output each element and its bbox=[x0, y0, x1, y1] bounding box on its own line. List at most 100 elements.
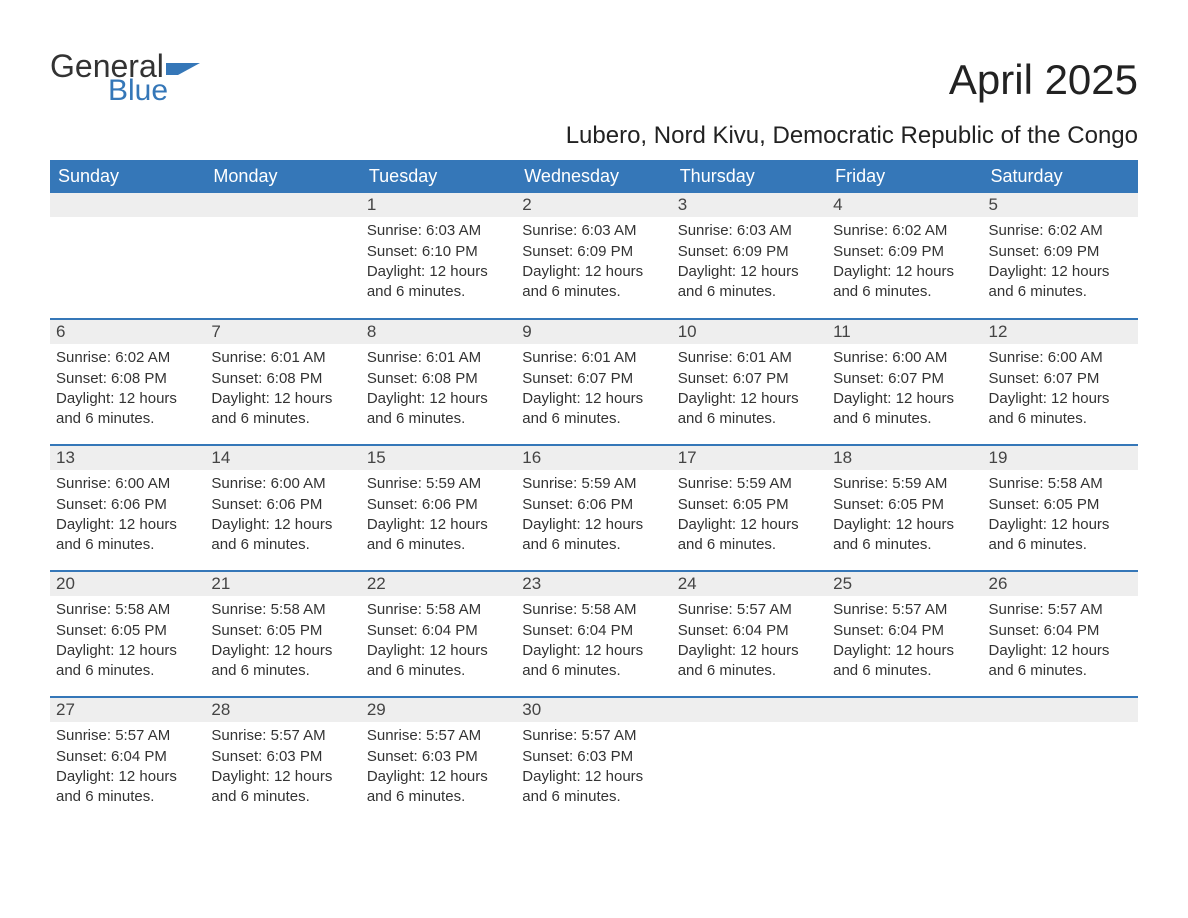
sunset-line: Sunset: 6:05 PM bbox=[678, 495, 821, 515]
sunset-line: Sunset: 6:05 PM bbox=[989, 495, 1132, 515]
calendar-day-cell bbox=[827, 697, 982, 823]
daylight-line: Daylight: 12 hours and 6 minutes. bbox=[211, 389, 354, 430]
sunrise-line: Sunrise: 6:02 AM bbox=[989, 221, 1132, 241]
day-number: 29 bbox=[361, 698, 516, 722]
sunset-line: Sunset: 6:05 PM bbox=[211, 621, 354, 641]
sunset-line: Sunset: 6:08 PM bbox=[211, 369, 354, 389]
sunset-line: Sunset: 6:07 PM bbox=[833, 369, 976, 389]
sunset-line: Sunset: 6:08 PM bbox=[367, 369, 510, 389]
sunset-line: Sunset: 6:04 PM bbox=[678, 621, 821, 641]
daylight-line: Daylight: 12 hours and 6 minutes. bbox=[678, 389, 821, 430]
day-details bbox=[672, 722, 827, 734]
sunrise-line: Sunrise: 6:03 AM bbox=[522, 221, 665, 241]
calendar-week-row: 6Sunrise: 6:02 AMSunset: 6:08 PMDaylight… bbox=[50, 319, 1138, 445]
sunrise-line: Sunrise: 5:57 AM bbox=[367, 726, 510, 746]
calendar-week-row: 20Sunrise: 5:58 AMSunset: 6:05 PMDayligh… bbox=[50, 571, 1138, 697]
daylight-line: Daylight: 12 hours and 6 minutes. bbox=[989, 262, 1132, 303]
day-details: Sunrise: 5:59 AMSunset: 6:05 PMDaylight:… bbox=[827, 470, 982, 563]
sunset-line: Sunset: 6:07 PM bbox=[678, 369, 821, 389]
day-number: 3 bbox=[672, 193, 827, 217]
day-details: Sunrise: 5:57 AMSunset: 6:03 PMDaylight:… bbox=[516, 722, 671, 815]
calendar-day-cell: 28Sunrise: 5:57 AMSunset: 6:03 PMDayligh… bbox=[205, 697, 360, 823]
calendar-day-cell: 12Sunrise: 6:00 AMSunset: 6:07 PMDayligh… bbox=[983, 319, 1138, 445]
day-number: 1 bbox=[361, 193, 516, 217]
day-details: Sunrise: 5:58 AMSunset: 6:04 PMDaylight:… bbox=[361, 596, 516, 689]
calendar-day-cell: 7Sunrise: 6:01 AMSunset: 6:08 PMDaylight… bbox=[205, 319, 360, 445]
day-number: 6 bbox=[50, 320, 205, 344]
day-number: 15 bbox=[361, 446, 516, 470]
weekday-header-row: Sunday Monday Tuesday Wednesday Thursday… bbox=[50, 160, 1138, 193]
sunrise-line: Sunrise: 5:57 AM bbox=[833, 600, 976, 620]
daylight-line: Daylight: 12 hours and 6 minutes. bbox=[522, 767, 665, 808]
day-details: Sunrise: 6:03 AMSunset: 6:10 PMDaylight:… bbox=[361, 217, 516, 310]
calendar-day-cell: 30Sunrise: 5:57 AMSunset: 6:03 PMDayligh… bbox=[516, 697, 671, 823]
day-details bbox=[827, 722, 982, 734]
sunset-line: Sunset: 6:09 PM bbox=[989, 242, 1132, 262]
daylight-line: Daylight: 12 hours and 6 minutes. bbox=[522, 262, 665, 303]
sunrise-line: Sunrise: 6:01 AM bbox=[678, 348, 821, 368]
sunset-line: Sunset: 6:04 PM bbox=[56, 747, 199, 767]
logo-text-blue: Blue bbox=[108, 76, 200, 106]
day-details: Sunrise: 6:01 AMSunset: 6:07 PMDaylight:… bbox=[672, 344, 827, 437]
day-details bbox=[983, 722, 1138, 734]
sunset-line: Sunset: 6:05 PM bbox=[833, 495, 976, 515]
sunrise-line: Sunrise: 5:57 AM bbox=[678, 600, 821, 620]
sunrise-line: Sunrise: 5:57 AM bbox=[522, 726, 665, 746]
calendar-day-cell: 2Sunrise: 6:03 AMSunset: 6:09 PMDaylight… bbox=[516, 193, 671, 319]
calendar-day-cell: 27Sunrise: 5:57 AMSunset: 6:04 PMDayligh… bbox=[50, 697, 205, 823]
sunset-line: Sunset: 6:09 PM bbox=[833, 242, 976, 262]
day-details: Sunrise: 5:59 AMSunset: 6:06 PMDaylight:… bbox=[361, 470, 516, 563]
day-number bbox=[672, 698, 827, 722]
sunrise-line: Sunrise: 6:03 AM bbox=[678, 221, 821, 241]
sunrise-line: Sunrise: 5:58 AM bbox=[522, 600, 665, 620]
day-details: Sunrise: 5:59 AMSunset: 6:05 PMDaylight:… bbox=[672, 470, 827, 563]
daylight-line: Daylight: 12 hours and 6 minutes. bbox=[833, 389, 976, 430]
day-details: Sunrise: 6:00 AMSunset: 6:07 PMDaylight:… bbox=[827, 344, 982, 437]
calendar-day-cell: 4Sunrise: 6:02 AMSunset: 6:09 PMDaylight… bbox=[827, 193, 982, 319]
header-row: General Blue April 2025 bbox=[50, 50, 1138, 106]
calendar-day-cell bbox=[205, 193, 360, 319]
daylight-line: Daylight: 12 hours and 6 minutes. bbox=[989, 515, 1132, 556]
day-details: Sunrise: 6:03 AMSunset: 6:09 PMDaylight:… bbox=[516, 217, 671, 310]
daylight-line: Daylight: 12 hours and 6 minutes. bbox=[522, 389, 665, 430]
day-details: Sunrise: 5:58 AMSunset: 6:05 PMDaylight:… bbox=[205, 596, 360, 689]
calendar-page: General Blue April 2025 Lubero, Nord Kiv… bbox=[0, 0, 1188, 853]
day-details: Sunrise: 6:00 AMSunset: 6:07 PMDaylight:… bbox=[983, 344, 1138, 437]
day-number: 14 bbox=[205, 446, 360, 470]
calendar-week-row: 1Sunrise: 6:03 AMSunset: 6:10 PMDaylight… bbox=[50, 193, 1138, 319]
day-number: 25 bbox=[827, 572, 982, 596]
day-details bbox=[50, 217, 205, 229]
calendar-day-cell bbox=[672, 697, 827, 823]
calendar-day-cell: 20Sunrise: 5:58 AMSunset: 6:05 PMDayligh… bbox=[50, 571, 205, 697]
calendar-day-cell: 16Sunrise: 5:59 AMSunset: 6:06 PMDayligh… bbox=[516, 445, 671, 571]
sunrise-line: Sunrise: 5:58 AM bbox=[211, 600, 354, 620]
weekday-header: Thursday bbox=[672, 160, 827, 193]
sunrise-line: Sunrise: 5:59 AM bbox=[833, 474, 976, 494]
day-number: 5 bbox=[983, 193, 1138, 217]
day-number: 4 bbox=[827, 193, 982, 217]
day-details: Sunrise: 5:59 AMSunset: 6:06 PMDaylight:… bbox=[516, 470, 671, 563]
calendar-day-cell bbox=[50, 193, 205, 319]
daylight-line: Daylight: 12 hours and 6 minutes. bbox=[367, 515, 510, 556]
day-number: 9 bbox=[516, 320, 671, 344]
daylight-line: Daylight: 12 hours and 6 minutes. bbox=[522, 515, 665, 556]
weekday-header: Sunday bbox=[50, 160, 205, 193]
calendar-day-cell: 6Sunrise: 6:02 AMSunset: 6:08 PMDaylight… bbox=[50, 319, 205, 445]
sunrise-line: Sunrise: 6:01 AM bbox=[367, 348, 510, 368]
page-title: April 2025 bbox=[949, 56, 1138, 104]
day-number bbox=[50, 193, 205, 217]
day-details: Sunrise: 5:57 AMSunset: 6:04 PMDaylight:… bbox=[672, 596, 827, 689]
location-subtitle: Lubero, Nord Kivu, Democratic Republic o… bbox=[50, 122, 1138, 150]
sunrise-line: Sunrise: 5:57 AM bbox=[211, 726, 354, 746]
day-number: 7 bbox=[205, 320, 360, 344]
daylight-line: Daylight: 12 hours and 6 minutes. bbox=[56, 389, 199, 430]
day-number: 22 bbox=[361, 572, 516, 596]
day-details: Sunrise: 6:01 AMSunset: 6:08 PMDaylight:… bbox=[361, 344, 516, 437]
calendar-day-cell: 21Sunrise: 5:58 AMSunset: 6:05 PMDayligh… bbox=[205, 571, 360, 697]
sunset-line: Sunset: 6:08 PM bbox=[56, 369, 199, 389]
calendar-day-cell: 24Sunrise: 5:57 AMSunset: 6:04 PMDayligh… bbox=[672, 571, 827, 697]
day-number: 2 bbox=[516, 193, 671, 217]
calendar-day-cell: 14Sunrise: 6:00 AMSunset: 6:06 PMDayligh… bbox=[205, 445, 360, 571]
calendar-day-cell: 15Sunrise: 5:59 AMSunset: 6:06 PMDayligh… bbox=[361, 445, 516, 571]
sunrise-line: Sunrise: 5:59 AM bbox=[522, 474, 665, 494]
